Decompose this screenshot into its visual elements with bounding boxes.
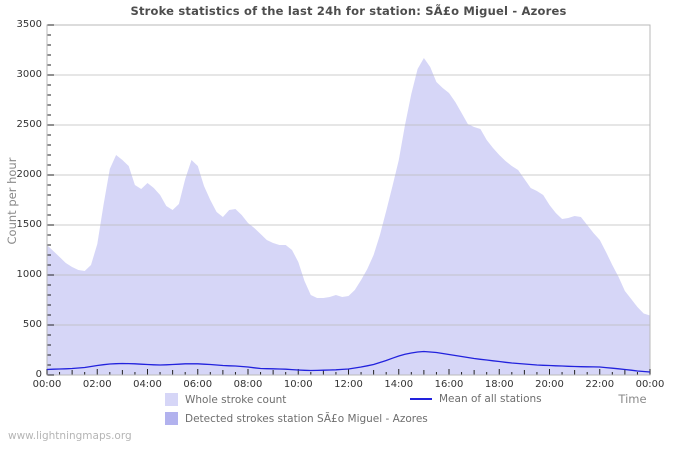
y-tick-label: 1000: [16, 269, 42, 280]
y-tick-label: 2500: [16, 119, 42, 130]
mean-of-all-stations-line: [46, 350, 651, 373]
legend-label-mean-of-all-stations: Mean of all stations: [439, 393, 542, 405]
x-tick-label: 12:00: [334, 379, 363, 390]
y-tick-label: 500: [22, 319, 42, 330]
x-tick-label: 06:00: [183, 379, 213, 390]
y-tick-label: 1500: [16, 219, 42, 230]
x-tick-label: 18:00: [484, 379, 514, 390]
legend-item-whole-stroke-count: Whole stroke count: [165, 393, 286, 406]
x-tick-label: 14:00: [384, 379, 414, 390]
y-tick-label: 3500: [16, 19, 42, 30]
y-tick-label: 2000: [16, 169, 42, 180]
x-tick-label: 16:00: [434, 379, 464, 390]
x-axis-title: Time: [618, 392, 647, 406]
plot-border: [46, 24, 651, 376]
watermark-lightningmaps: www.lightningmaps.org: [8, 430, 132, 442]
legend-label-detected-strokes: Detected strokes station SÃ£o Miguel - A…: [185, 412, 428, 425]
x-tick-label: 00:00: [32, 379, 62, 390]
y-tick-label: 0: [35, 369, 42, 380]
x-tick-label: 10:00: [283, 379, 313, 390]
x-tick-label: 02:00: [82, 379, 112, 390]
x-tick-label: 08:00: [233, 379, 263, 390]
x-tick-label: 20:00: [535, 379, 564, 390]
legend-item-detected-strokes: Detected strokes station SÃ£o Miguel - A…: [165, 412, 428, 425]
whole-stroke-count-swatch: [165, 393, 178, 406]
whole-stroke-area: [47, 58, 650, 375]
mean-line-swatch: [410, 398, 432, 400]
x-tick-label: 00:00: [635, 379, 665, 390]
legend-label-whole-stroke-count: Whole stroke count: [185, 393, 287, 406]
detected-strokes-swatch: [165, 412, 178, 425]
x-tick-label: 22:00: [585, 379, 615, 390]
y-axis-title: Count per hour: [5, 157, 19, 245]
y-tick-label: 3000: [16, 69, 42, 80]
x-tick-label: 04:00: [133, 379, 162, 390]
chart-title: Stroke statistics of the last 24h for st…: [130, 4, 567, 18]
legend-item-mean-of-all-stations: Mean of all stations: [410, 393, 542, 405]
